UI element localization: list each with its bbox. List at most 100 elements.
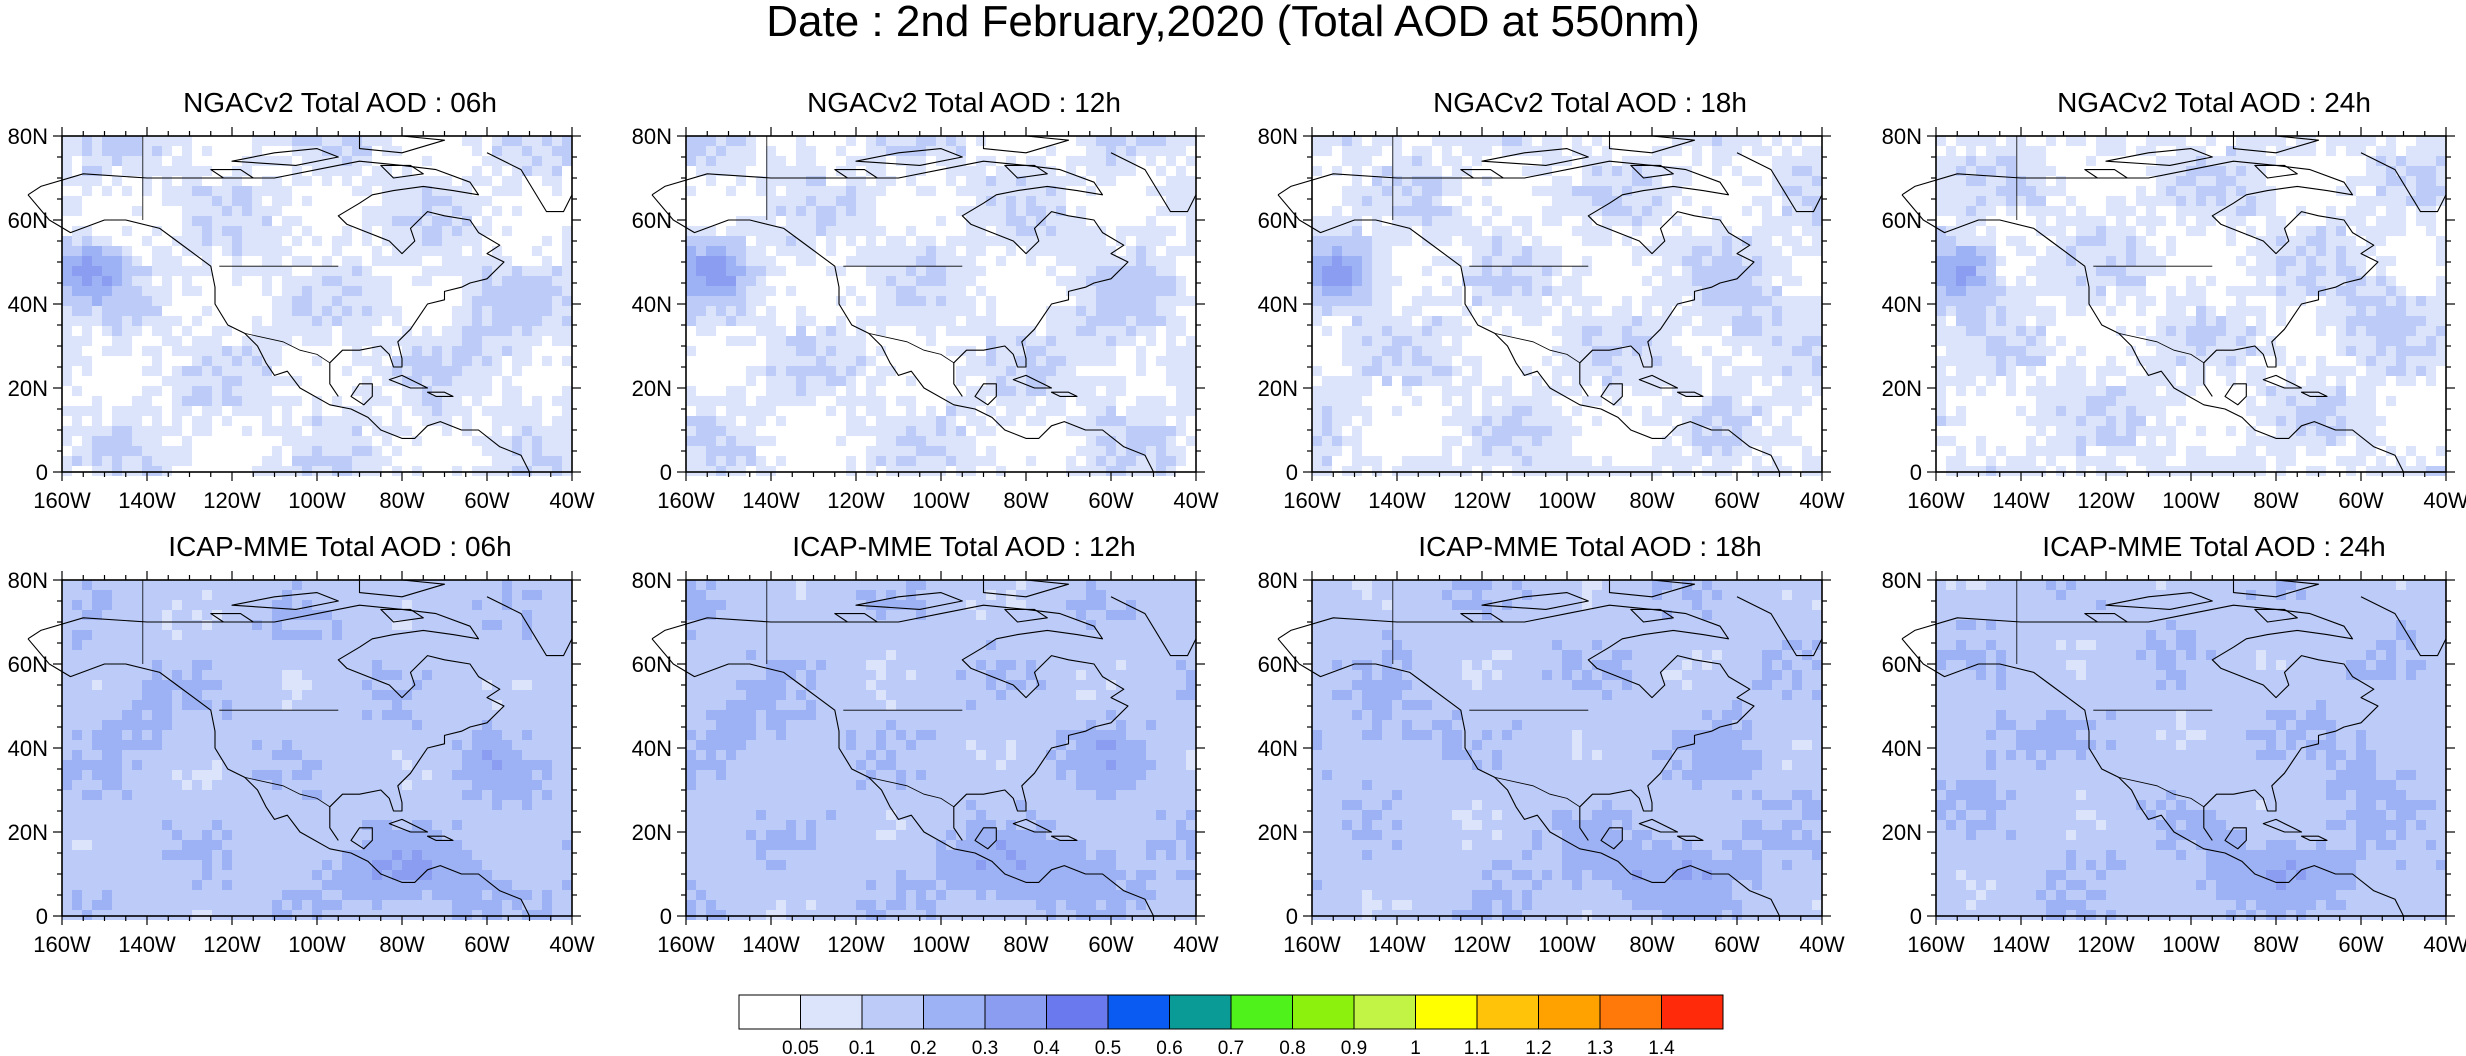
figure-title: Date : 2nd February,2020 (Total AOD at 5…: [766, 0, 1700, 46]
colorbar-swatch: [738, 994, 801, 1030]
colorbar-svg: 0.05 0.1 0.2 0.3 0.4 0.5 0.6 0.7 0.8 0.9 1 1.1 1.2 1.…: [738, 994, 1724, 1056]
lat-tick-label: 80N: [1258, 568, 1298, 593]
colorbar-label: 0.2: [910, 1038, 936, 1056]
panel-title: ICAP-MME Total AOD : 24h: [2042, 531, 2386, 562]
lon-tick-label: 40W: [1173, 932, 1218, 957]
panel-title: ICAP-MME Total AOD : 18h: [1418, 531, 1762, 562]
colorbar-label: 0.7: [1218, 1038, 1244, 1056]
lon-tick-label: 40W: [549, 932, 594, 957]
colorbar-swatch: [1661, 994, 1724, 1030]
lat-tick-label: 60N: [632, 208, 672, 233]
political-borders: [1392, 580, 1589, 808]
coastlines: [1901, 135, 2447, 473]
lon-tick-label: 40W: [549, 488, 594, 513]
lat-tick-label: 80N: [632, 568, 672, 593]
political-borders: [1392, 136, 1589, 364]
lat-tick-label: 20N: [1882, 376, 1922, 401]
lon-tick-label: 40W: [1173, 488, 1218, 513]
political-borders: [2016, 580, 2213, 808]
lon-tick-label: 100W: [2162, 932, 2220, 957]
lon-tick-label: 160W: [1283, 932, 1341, 957]
panel-title: NGACv2 Total AOD : 18h: [1433, 87, 1747, 118]
lon-tick-label: 120W: [203, 488, 261, 513]
lon-tick-label: 80W: [1629, 932, 1674, 957]
lat-tick-label: 20N: [8, 376, 48, 401]
aod-map: 80N 60N 40N 20N 0 160W 140W 120W 100W 80W 60W 40W: [8, 568, 595, 957]
tick-marks: [1927, 127, 2455, 481]
lat-tick-label: 20N: [1258, 376, 1298, 401]
aod-map: 80N 60N 40N 20N 0 160W 140W 120W 100W 80W 60W 40W: [632, 124, 1219, 513]
lon-tick-label: 60W: [464, 488, 509, 513]
panel-title: NGACv2 Total AOD : 24h: [2057, 87, 2371, 118]
lat-tick-label: 40N: [632, 736, 672, 761]
lat-tick-label: 60N: [1258, 652, 1298, 677]
map-panel: ICAP-MME Total AOD : 18h 80N 60N 40N 20N 0 160…: [1258, 531, 1900, 958]
lat-tick-label: 0: [1286, 460, 1298, 485]
lon-tick-label: 60W: [464, 932, 509, 957]
map-panel: NGACv2 Total AOD : 24h 80N 60N 40N 20N 0 160W 1…: [1882, 87, 2466, 514]
lon-tick-label: 60W: [2338, 488, 2383, 513]
colorbar-swatch: [1169, 994, 1232, 1030]
lon-tick-label: 120W: [2077, 932, 2135, 957]
colorbar-swatch: [1415, 994, 1478, 1030]
lat-tick-label: 40N: [1882, 292, 1922, 317]
colorbar-swatch: [923, 994, 986, 1030]
colorbar-label: 1.2: [1525, 1038, 1551, 1056]
lon-tick-label: 80W: [2253, 932, 2298, 957]
lon-tick-label: 140W: [1992, 932, 2050, 957]
aod-field: [1312, 580, 1822, 920]
lat-tick-label: 60N: [1882, 652, 1922, 677]
lon-tick-label: 120W: [203, 932, 261, 957]
lon-tick-label: 140W: [742, 932, 800, 957]
lat-tick-label: 0: [36, 460, 48, 485]
panel-title: ICAP-MME Total AOD : 12h: [792, 531, 1136, 562]
lat-tick-label: 40N: [8, 736, 48, 761]
lon-tick-label: 40W: [1799, 932, 1844, 957]
aod-map: 80N 60N 40N 20N 0 160W 140W 120W 100W 80W 60W 40W: [8, 124, 595, 513]
lon-tick-label: 80W: [1003, 932, 1048, 957]
coastlines: [27, 579, 573, 917]
lon-tick-label: 140W: [1368, 932, 1426, 957]
lat-tick-label: 80N: [632, 124, 672, 149]
lat-tick-label: 40N: [632, 292, 672, 317]
political-borders: [142, 136, 339, 364]
panel-title: NGACv2 Total AOD : 12h: [807, 87, 1121, 118]
colorbar-swatch: [1046, 994, 1109, 1030]
lon-tick-label: 100W: [2162, 488, 2220, 513]
lat-tick-label: 60N: [8, 208, 48, 233]
lon-tick-label: 140W: [1368, 488, 1426, 513]
colorbar-swatch: [1292, 994, 1355, 1030]
lat-tick-label: 80N: [1258, 124, 1298, 149]
lon-tick-label: 160W: [33, 932, 91, 957]
map-panel: NGACv2 Total AOD : 06h 80N 60N 40N 20N 0 160W 1…: [8, 88, 650, 514]
lon-tick-label: 120W: [827, 488, 885, 513]
lat-tick-label: 0: [1910, 460, 1922, 485]
lat-tick-label: 20N: [632, 820, 672, 845]
lat-tick-label: 60N: [632, 652, 672, 677]
colorbar-label: 0.5: [1095, 1038, 1121, 1056]
aod-colorbar: 0.05 0.1 0.2 0.3 0.4 0.5 0.6 0.7 0.8 0.9 1 1.1 1.2 1.…: [738, 994, 1728, 1056]
lon-tick-label: 160W: [657, 932, 715, 957]
coastlines: [27, 135, 573, 473]
aod-field: [1936, 580, 2446, 920]
lat-tick-label: 20N: [1882, 820, 1922, 845]
colorbar-label: 0.4: [1033, 1038, 1060, 1056]
lon-tick-label: 40W: [1799, 488, 1844, 513]
lon-tick-label: 120W: [827, 932, 885, 957]
aod-field: [1312, 136, 1822, 476]
aod-map: 80N 60N 40N 20N 0 160W 140W 120W 100W 80W 60W 40W: [632, 568, 1219, 957]
aod-map: 80N 60N 40N 20N 0 160W 140W 120W 100W 80W 60W 40W: [1258, 568, 1845, 957]
lat-tick-label: 0: [660, 460, 672, 485]
lon-tick-label: 40W: [2423, 488, 2466, 513]
tick-marks: [1927, 571, 2455, 925]
lat-tick-label: 20N: [632, 376, 672, 401]
lon-tick-label: 140W: [118, 932, 176, 957]
lon-tick-label: 80W: [2253, 488, 2298, 513]
map-panel: ICAP-MME Total AOD : 24h 80N 60N 40N 20N 0 160…: [1882, 531, 2466, 958]
lat-tick-label: 0: [1286, 904, 1298, 929]
lon-tick-label: 160W: [1907, 932, 1965, 957]
colorbar-swatch: [1353, 994, 1416, 1030]
lat-tick-label: 40N: [1258, 736, 1298, 761]
colorbar-label: 0.8: [1279, 1038, 1305, 1056]
map-panel: NGACv2 Total AOD : 18h 80N 60N 40N 20N 0 160W 1…: [1258, 87, 1900, 514]
